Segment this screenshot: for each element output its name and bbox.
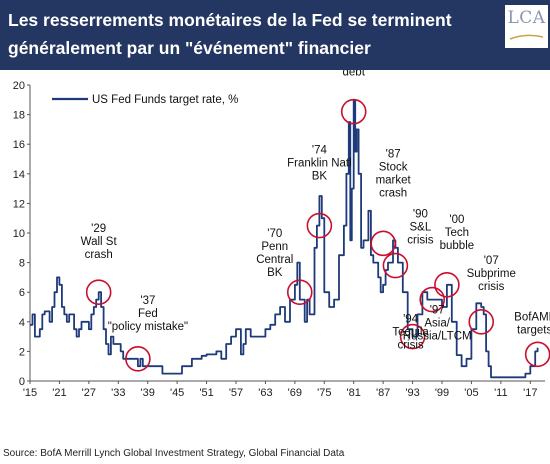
x-axis-ticks: '15 '21 '27 '33 '39 '45 '51 '57 '63 '69 '75 '81 '87 '…	[23, 381, 537, 399]
logo-swoosh	[509, 34, 544, 40]
chart-area: 0 2 4 6 8 10 12 14 16 18 20 '15'21'27'33'39'45'51 '…	[0, 70, 550, 464]
x-tick-label: '11	[494, 387, 508, 399]
y-tick-label: 16	[13, 139, 25, 151]
event-circle	[286, 279, 313, 305]
event-circle	[85, 279, 112, 305]
y-tick-label: 2	[19, 346, 25, 358]
y-tick-label: 0	[19, 376, 25, 388]
event-circle	[370, 230, 396, 257]
annotation-label: '29 Wall St crash	[81, 223, 118, 261]
annotation-label: '00 Tech bubble	[440, 214, 475, 252]
annotation-label: '07 Subprime crisis	[467, 255, 516, 293]
event-circle	[434, 272, 460, 298]
header-banner: Les resserrements monétaires de la Fed s…	[0, 0, 550, 70]
x-tick-label: '99	[435, 387, 449, 399]
y-tick-label: 14	[13, 169, 25, 181]
x-tick-label: '27	[82, 387, 96, 399]
annotation-label: '82LatAmdebt	[337, 70, 370, 79]
x-tick-label: '87	[376, 387, 390, 399]
event-circle	[524, 341, 550, 368]
x-tick-label: '21	[52, 387, 66, 399]
lca-logo: LCA	[505, 5, 548, 48]
legend: US Fed Funds target rate, %	[52, 94, 238, 106]
x-tick-label: '51	[199, 387, 213, 399]
x-tick-label: '33	[111, 387, 125, 399]
x-tick-label: '17	[523, 387, 537, 399]
event-circle	[419, 286, 445, 313]
x-tick-label: '69	[288, 387, 302, 399]
annotation-label: '97 Asia/Russia/LTCM	[403, 305, 472, 343]
y-tick-label: 4	[19, 317, 25, 329]
x-tick-label: '45	[170, 387, 184, 399]
annotation-label: '87 Stock market crash	[376, 148, 412, 199]
x-tick-label: '57	[229, 387, 243, 399]
x-tick-label: '15	[23, 387, 37, 399]
annotation-label: '37 Fed "policy mistake"	[108, 295, 188, 333]
annotation-label: '70 Penn Central BK	[256, 228, 293, 279]
event-circle	[382, 252, 409, 279]
event-circle	[125, 345, 151, 372]
y-tick-label: 12	[13, 198, 25, 210]
annotation-label: '94 Tequila crisis	[392, 314, 429, 352]
x-tick-label: '81	[347, 387, 361, 399]
source-note: Source: BofA Merrill Lynch Global Invest…	[3, 448, 345, 459]
annotation-label: '74 Franklin Natl BK	[287, 145, 352, 183]
event-circle	[340, 98, 367, 125]
y-tick-label: 8	[19, 258, 25, 270]
event-circle	[306, 212, 333, 239]
annotations: '29 Wall St crash '37 Fed "policy mistake" '70…	[81, 70, 550, 352]
page-title: Les resserrements monétaires de la Fed s…	[8, 10, 452, 58]
x-tick-label: '93	[405, 387, 419, 399]
x-tick-label: '63	[258, 387, 272, 399]
y-tick-label: 6	[19, 287, 25, 299]
annotation-label: '90 S&L crisis	[407, 209, 433, 247]
annotation-label: BofAMLtargets	[514, 311, 550, 336]
y-tick-label: 10	[13, 228, 25, 240]
x-tick-label: '75	[317, 387, 331, 399]
event-circle	[399, 323, 426, 350]
event-circles	[85, 98, 550, 372]
logo-text: LCA	[507, 8, 546, 28]
legend-label: US Fed Funds target rate, %	[92, 94, 238, 106]
event-circle	[468, 309, 495, 335]
y-tick-label: 18	[13, 110, 25, 122]
y-axis-ticks: 0 2 4 6 8 10 12 14 16 18 20	[13, 80, 30, 388]
y-tick-label: 20	[13, 80, 25, 92]
x-tick-label: '05	[464, 387, 478, 399]
x-tick-label: '39	[141, 387, 155, 399]
